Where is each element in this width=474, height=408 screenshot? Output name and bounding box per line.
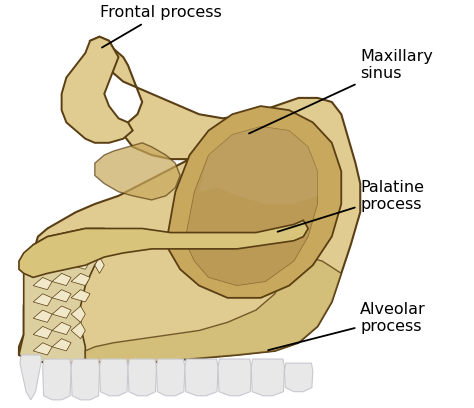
Polygon shape [33, 326, 52, 339]
Polygon shape [71, 290, 90, 302]
Polygon shape [85, 257, 341, 363]
Polygon shape [128, 359, 156, 396]
Polygon shape [52, 322, 71, 335]
Polygon shape [33, 343, 52, 355]
Polygon shape [33, 294, 52, 306]
Polygon shape [95, 257, 104, 273]
Polygon shape [52, 257, 71, 269]
Polygon shape [19, 228, 114, 363]
Polygon shape [52, 290, 71, 302]
Text: Alveolar
process: Alveolar process [268, 302, 426, 350]
Polygon shape [33, 245, 52, 257]
Polygon shape [43, 359, 71, 400]
Polygon shape [62, 37, 133, 143]
Polygon shape [52, 306, 71, 318]
Polygon shape [71, 322, 85, 339]
Polygon shape [19, 220, 308, 277]
Polygon shape [156, 359, 185, 396]
Polygon shape [71, 257, 90, 269]
Polygon shape [90, 241, 104, 257]
Polygon shape [251, 359, 284, 396]
Text: Maxillary
sinus: Maxillary sinus [249, 49, 433, 133]
Polygon shape [100, 359, 128, 396]
Text: Palatine
process: Palatine process [278, 180, 424, 232]
Polygon shape [20, 355, 42, 400]
Text: Frontal process: Frontal process [100, 5, 222, 48]
Polygon shape [33, 277, 52, 290]
Polygon shape [71, 359, 100, 400]
Polygon shape [218, 359, 251, 396]
Polygon shape [33, 310, 52, 322]
Polygon shape [185, 359, 218, 396]
Polygon shape [166, 106, 341, 298]
Polygon shape [71, 306, 85, 322]
Polygon shape [52, 273, 71, 286]
Polygon shape [33, 261, 52, 273]
Polygon shape [199, 126, 318, 204]
Polygon shape [284, 363, 313, 392]
Polygon shape [52, 339, 71, 351]
Polygon shape [52, 241, 71, 253]
Polygon shape [185, 126, 318, 286]
Polygon shape [19, 37, 360, 367]
Polygon shape [95, 143, 180, 200]
Polygon shape [71, 273, 90, 286]
Polygon shape [71, 241, 90, 253]
